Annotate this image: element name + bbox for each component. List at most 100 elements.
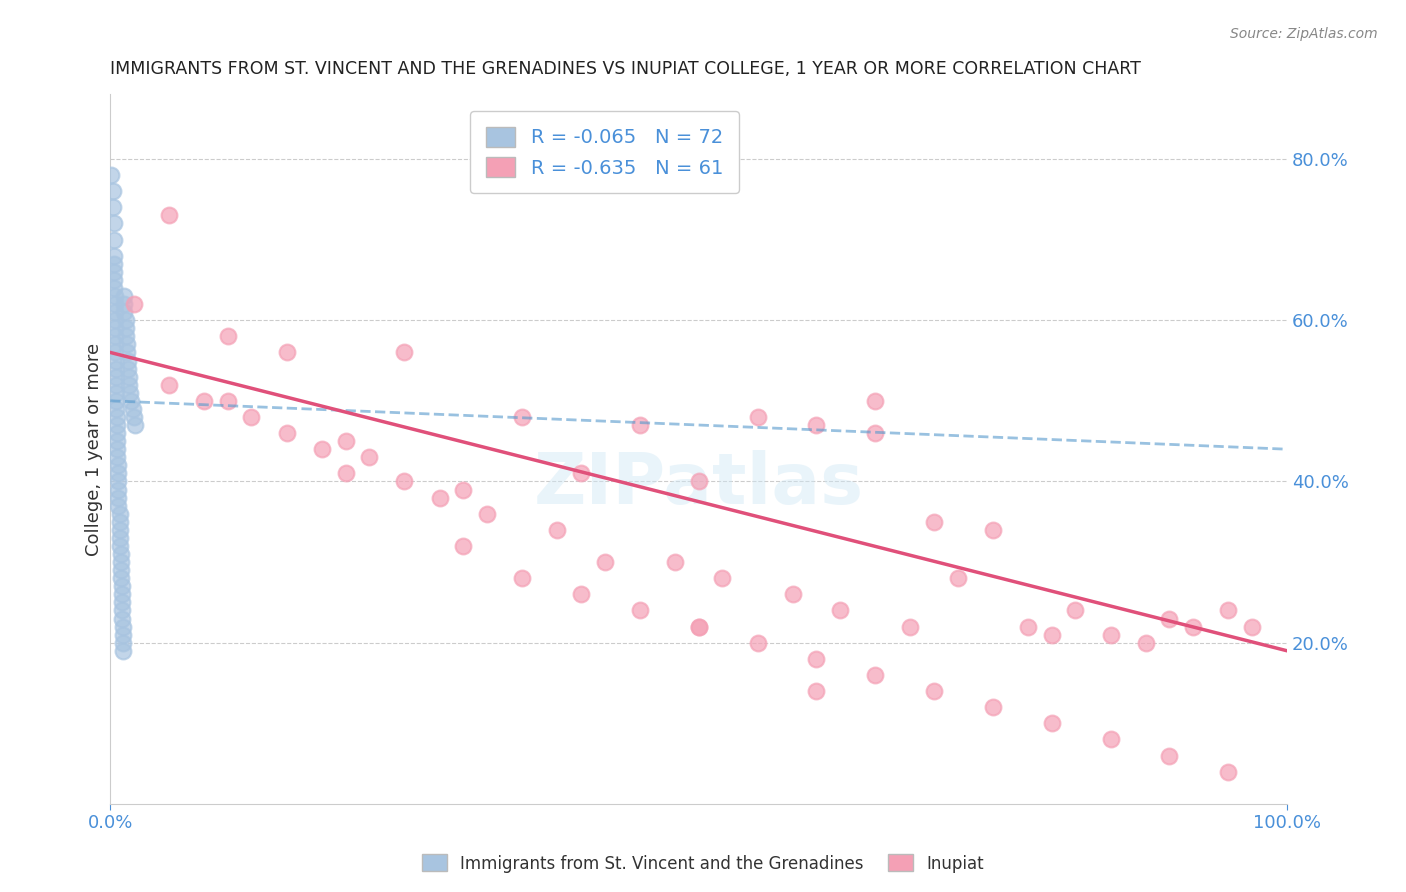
Point [335, 434, 357, 449]
Point [112, 289, 135, 303]
Point [1240, 619, 1263, 633]
Point [111, 587, 134, 601]
Text: IMMIGRANTS FROM ST. VINCENT AND THE GRENADINES VS INUPIAT COLLEGE, 1 YEAR OR MOR: IMMIGRANTS FROM ST. VINCENT AND THE GREN… [110, 60, 1142, 78]
Point [276, 345, 298, 359]
Point [112, 619, 135, 633]
Point [107, 467, 129, 481]
Point [394, 475, 416, 489]
Point [103, 273, 125, 287]
Point [110, 555, 132, 569]
Point [124, 417, 146, 432]
Point [105, 442, 128, 457]
Point [105, 434, 128, 449]
Point [107, 483, 129, 497]
Point [688, 619, 710, 633]
Point [569, 587, 592, 601]
Point [981, 700, 1004, 714]
Point [806, 417, 828, 432]
Point [103, 281, 125, 295]
Point [1159, 748, 1181, 763]
Y-axis label: College, 1 year or more: College, 1 year or more [86, 343, 103, 556]
Point [105, 369, 128, 384]
Point [100, 168, 122, 182]
Point [711, 571, 734, 585]
Point [121, 401, 143, 416]
Point [112, 636, 135, 650]
Point [104, 329, 127, 343]
Text: Source: ZipAtlas.com: Source: ZipAtlas.com [1230, 27, 1378, 41]
Point [101, 200, 124, 214]
Point [1064, 603, 1087, 617]
Point [117, 353, 139, 368]
Point [863, 668, 886, 682]
Point [112, 644, 135, 658]
Point [105, 353, 128, 368]
Point [111, 595, 134, 609]
Point [117, 361, 139, 376]
Legend: R = -0.065   N = 72, R = -0.635   N = 61: R = -0.065 N = 72, R = -0.635 N = 61 [471, 112, 738, 194]
Point [1181, 619, 1204, 633]
Point [1218, 603, 1240, 617]
Point [217, 393, 239, 408]
Point [107, 475, 129, 489]
Point [900, 619, 922, 633]
Point [1040, 628, 1063, 642]
Point [118, 377, 141, 392]
Point [118, 369, 141, 384]
Point [104, 313, 127, 327]
Point [510, 409, 533, 424]
Point [946, 571, 969, 585]
Point [110, 547, 132, 561]
Point [110, 563, 132, 577]
Point [863, 426, 886, 441]
Point [546, 523, 568, 537]
Point [105, 393, 128, 408]
Point [453, 483, 475, 497]
Point [108, 539, 131, 553]
Point [981, 523, 1004, 537]
Point [105, 409, 128, 424]
Point [104, 321, 127, 335]
Point [157, 208, 180, 222]
Point [101, 184, 124, 198]
Point [394, 345, 416, 359]
Point [112, 297, 135, 311]
Legend: Immigrants from St. Vincent and the Grenadines, Inupiat: Immigrants from St. Vincent and the Gren… [415, 847, 991, 880]
Point [510, 571, 533, 585]
Point [782, 587, 804, 601]
Point [103, 249, 125, 263]
Point [103, 216, 125, 230]
Point [922, 515, 945, 529]
Point [111, 603, 134, 617]
Point [104, 289, 127, 303]
Point [1218, 764, 1240, 779]
Point [335, 467, 357, 481]
Point [1017, 619, 1039, 633]
Point [828, 603, 851, 617]
Point [217, 329, 239, 343]
Point [120, 385, 142, 400]
Point [359, 450, 381, 465]
Point [104, 337, 127, 351]
Point [453, 539, 475, 553]
Point [193, 393, 215, 408]
Point [593, 555, 616, 569]
Point [115, 345, 138, 359]
Point [108, 507, 131, 521]
Point [120, 393, 142, 408]
Point [1099, 628, 1122, 642]
Point [104, 305, 127, 319]
Point [806, 684, 828, 698]
Point [103, 265, 125, 279]
Point [122, 409, 145, 424]
Point [475, 507, 498, 521]
Point [664, 555, 686, 569]
Point [112, 305, 135, 319]
Point [114, 321, 136, 335]
Point [103, 257, 125, 271]
Point [114, 313, 136, 327]
Point [105, 385, 128, 400]
Point [112, 628, 135, 642]
Point [111, 611, 134, 625]
Point [105, 401, 128, 416]
